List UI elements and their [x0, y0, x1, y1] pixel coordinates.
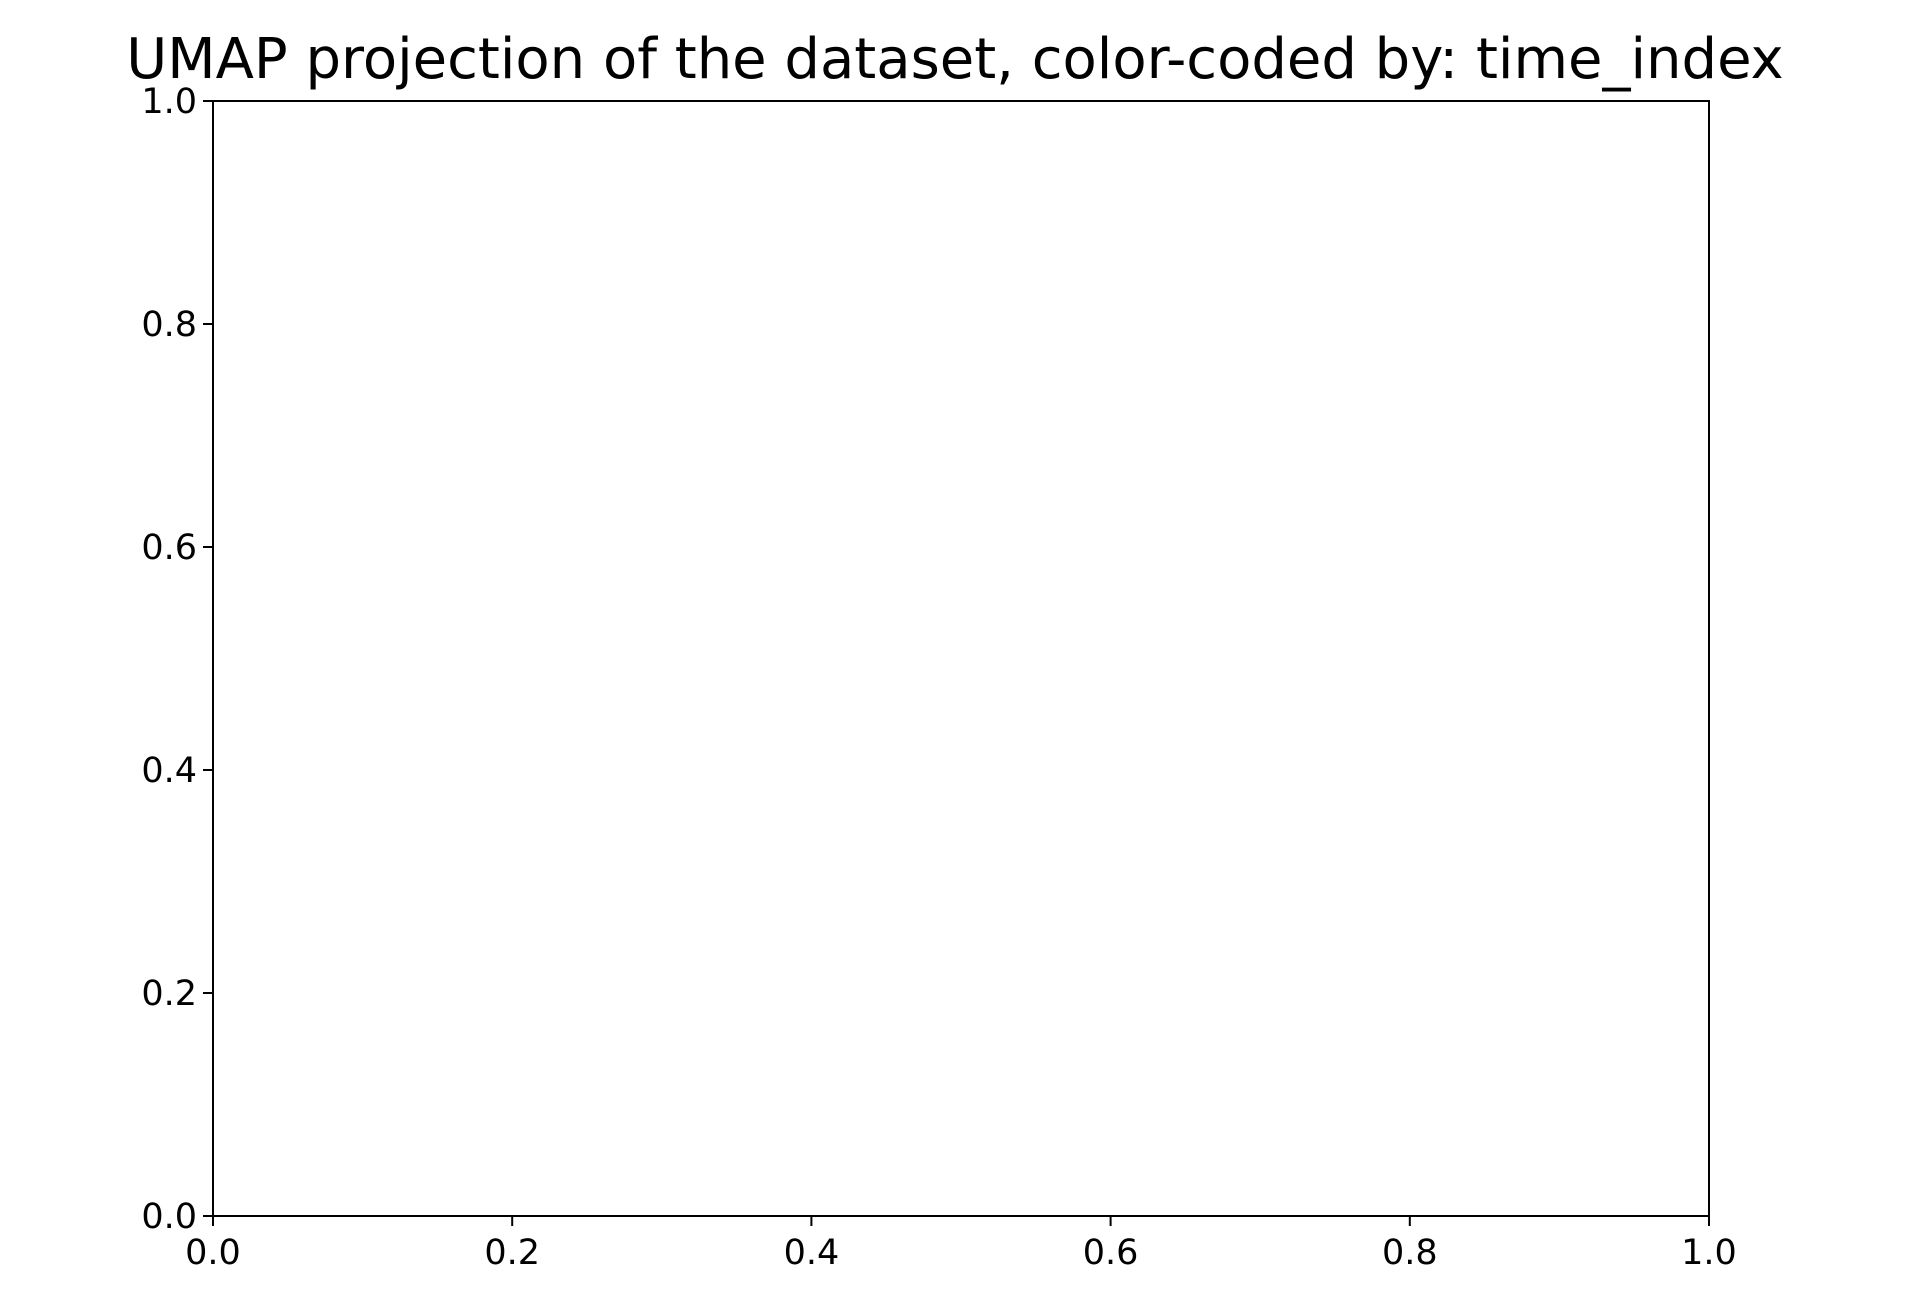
x-tick-label: 0.2: [484, 1233, 540, 1273]
y-tick-label: 0.8: [141, 305, 197, 345]
x-tick-label: 0.4: [784, 1233, 840, 1273]
y-tick-label: 0.2: [141, 974, 197, 1014]
x-axis-ticks: 0.0 0.2 0.4 0.6 0.8 1.0: [185, 1216, 1737, 1273]
plot-area-frame: [212, 100, 1710, 1217]
y-tick-label: 1.0: [141, 82, 197, 122]
y-tick-label: 0.0: [141, 1197, 197, 1237]
y-tick-label: 0.6: [141, 528, 197, 568]
y-axis-ticks: 0.0 0.2 0.4 0.6 0.8 1.0: [141, 82, 213, 1237]
x-tick-label: 1.0: [1681, 1233, 1737, 1273]
x-tick-label: 0.0: [185, 1233, 241, 1273]
x-tick-label: 0.6: [1083, 1233, 1139, 1273]
chart-title: UMAP projection of the dataset, color-co…: [126, 27, 1783, 92]
y-tick-label: 0.4: [141, 751, 197, 791]
x-tick-label: 0.8: [1382, 1233, 1438, 1273]
